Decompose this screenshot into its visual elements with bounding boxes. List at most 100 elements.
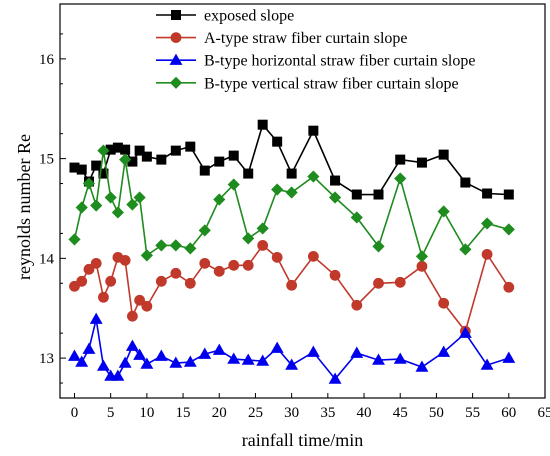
data-point (90, 257, 102, 269)
data-point (68, 349, 81, 361)
data-point (502, 351, 516, 363)
series-3 (68, 144, 515, 263)
data-point (212, 343, 226, 355)
data-point (134, 294, 146, 306)
data-point (372, 353, 385, 365)
data-point (307, 250, 319, 262)
data-point (97, 144, 110, 157)
data-point (394, 172, 407, 185)
data-point (257, 119, 268, 130)
data-point (126, 310, 138, 322)
x-tick-label: 45 (393, 405, 408, 421)
data-point (242, 232, 255, 245)
x-tick-label: 5 (107, 405, 115, 421)
data-point (170, 267, 182, 279)
data-point (330, 175, 341, 186)
data-point (134, 145, 145, 156)
x-tick-label: 20 (212, 405, 227, 421)
data-point (170, 145, 181, 156)
data-point (372, 240, 385, 253)
data-point (169, 356, 183, 368)
y-axis: 13 14 15 16 (39, 33, 66, 384)
legend-marker (169, 76, 183, 89)
series-2 (68, 312, 516, 384)
data-point (126, 198, 139, 211)
data-point (227, 352, 241, 364)
y-tick-label: 13 (39, 351, 54, 367)
data-point (286, 168, 297, 179)
data-point (256, 354, 270, 366)
data-point (437, 205, 450, 218)
data-point (437, 345, 451, 357)
x-tick-label: 40 (357, 405, 372, 421)
data-point (480, 358, 494, 370)
data-point (120, 144, 131, 155)
data-point (111, 369, 125, 381)
data-point (198, 224, 211, 237)
legend-item: A-type straw fiber curtain slope (156, 30, 407, 47)
legend-item: B-type horizontal straw fiber curtain sl… (156, 53, 475, 70)
data-point (155, 239, 168, 252)
data-point (154, 349, 168, 361)
data-point (198, 347, 212, 359)
data-point (105, 275, 117, 287)
legend-item: exposed slope (156, 8, 294, 25)
data-point (308, 125, 319, 136)
data-point (351, 299, 363, 311)
x-tick-label: 15 (176, 405, 191, 421)
data-point (214, 156, 225, 167)
data-point (111, 206, 124, 219)
data-point (82, 177, 96, 190)
data-point (306, 345, 320, 357)
series-layer (68, 119, 516, 384)
data-point (351, 189, 362, 200)
data-point (241, 353, 255, 365)
y-tick-label: 14 (39, 251, 55, 267)
data-point (76, 275, 88, 287)
data-point (373, 277, 384, 289)
data-point (199, 257, 211, 269)
data-point (458, 326, 472, 338)
data-point (460, 177, 471, 188)
y-tick-label: 16 (39, 52, 55, 68)
legend-label: B-type horizontal straw fiber curtain sl… (204, 53, 475, 70)
data-point (133, 348, 147, 360)
data-point (285, 358, 299, 370)
data-point (256, 222, 269, 235)
data-point (285, 186, 298, 199)
data-point (373, 189, 384, 200)
legend-label: exposed slope (204, 8, 294, 25)
data-point (503, 189, 514, 200)
data-point (228, 259, 240, 271)
data-point (243, 168, 254, 179)
legend-marker (170, 32, 182, 43)
x-tick-label: 60 (501, 405, 516, 421)
data-point (68, 233, 81, 246)
data-point (185, 141, 196, 152)
legend-label: A-type straw fiber curtain slope (204, 30, 407, 47)
data-point (213, 193, 226, 206)
data-point (350, 211, 363, 224)
data-point (183, 355, 197, 367)
data-point (104, 191, 117, 204)
data-point (141, 300, 153, 312)
data-point (90, 199, 103, 212)
data-point (83, 263, 95, 275)
x-tick-label: 55 (465, 405, 480, 421)
data-point (503, 281, 515, 293)
x-tick-label: 65 (538, 405, 550, 421)
data-point (140, 357, 154, 369)
data-point (140, 249, 153, 262)
series-1 (69, 239, 515, 337)
data-point (502, 223, 515, 236)
data-point (438, 297, 450, 309)
data-point (459, 243, 472, 256)
x-tick-label: 10 (139, 405, 154, 421)
data-point (141, 151, 152, 162)
data-point (119, 153, 132, 166)
data-point (199, 165, 210, 176)
data-point (75, 355, 89, 367)
data-point (286, 279, 298, 291)
x-tick-label: 35 (320, 405, 335, 421)
